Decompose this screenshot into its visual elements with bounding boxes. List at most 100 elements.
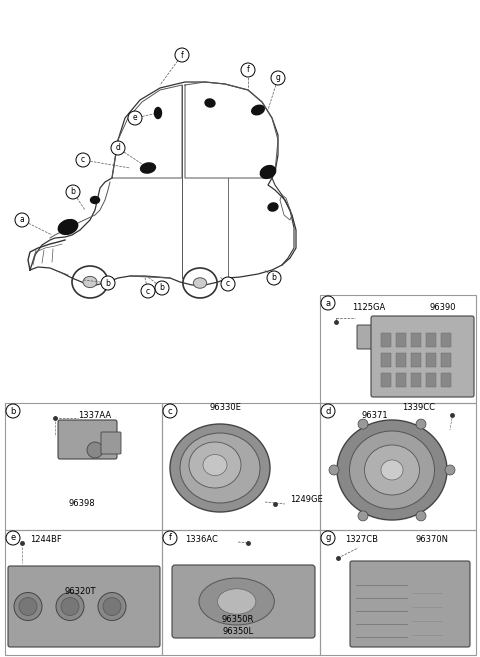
Bar [441,373,451,387]
Circle shape [175,48,189,62]
Bar [5,530,162,655]
Ellipse shape [203,455,227,476]
Circle shape [329,465,339,475]
Circle shape [101,276,115,290]
Bar [441,353,451,367]
Circle shape [111,141,125,155]
Circle shape [56,593,84,620]
Bar [426,333,436,347]
FancyBboxPatch shape [8,566,160,647]
Ellipse shape [217,589,256,614]
Circle shape [14,593,42,620]
Ellipse shape [189,442,241,488]
Bar [396,333,406,347]
Text: 96320T: 96320T [64,587,96,597]
Bar [320,295,476,403]
Circle shape [445,465,455,475]
Text: g: g [325,533,331,543]
FancyBboxPatch shape [172,565,315,638]
Text: 1125GA: 1125GA [352,304,385,313]
Bar [411,373,421,387]
Circle shape [155,281,169,295]
Circle shape [358,419,368,429]
Circle shape [6,531,20,545]
Text: f: f [180,51,183,60]
FancyBboxPatch shape [371,316,474,397]
Text: c: c [146,286,150,296]
Ellipse shape [205,99,215,107]
FancyBboxPatch shape [58,420,117,459]
Ellipse shape [364,445,420,495]
Text: d: d [116,143,120,152]
Ellipse shape [349,431,434,509]
Bar [320,403,476,530]
Bar [320,530,476,655]
Text: f: f [168,533,171,543]
Text: b: b [106,279,110,288]
Bar [441,333,451,347]
Text: 96371: 96371 [362,411,388,420]
Ellipse shape [199,578,275,625]
Ellipse shape [58,219,78,235]
Text: 1337AA: 1337AA [78,411,111,420]
Ellipse shape [83,277,97,288]
Circle shape [271,71,285,85]
Bar [162,403,320,530]
Text: e: e [132,114,137,122]
Circle shape [416,511,426,521]
Text: 96350R: 96350R [222,616,254,625]
Text: a: a [325,298,331,307]
Text: b: b [159,284,165,292]
Text: 1249GE: 1249GE [290,495,323,505]
Bar [426,353,436,367]
Circle shape [141,284,155,298]
Ellipse shape [260,166,276,179]
Text: g: g [276,74,280,83]
Circle shape [163,404,177,418]
Circle shape [61,597,79,616]
Text: 1339CC: 1339CC [402,403,435,411]
Bar [381,353,391,367]
Circle shape [241,63,255,77]
Ellipse shape [252,105,264,115]
Circle shape [103,597,121,616]
Circle shape [321,296,335,310]
Text: b: b [71,187,75,196]
Text: c: c [226,279,230,288]
Ellipse shape [180,433,260,503]
Text: b: b [10,407,16,415]
Circle shape [19,597,37,616]
Text: c: c [168,407,172,415]
Circle shape [66,185,80,199]
Text: 96370N: 96370N [415,535,448,545]
Ellipse shape [170,424,270,512]
Bar [396,353,406,367]
Circle shape [163,531,177,545]
Circle shape [128,111,142,125]
Circle shape [358,511,368,521]
Bar [411,353,421,367]
Text: e: e [11,533,16,543]
FancyBboxPatch shape [350,561,470,647]
FancyBboxPatch shape [101,432,121,454]
Bar [381,373,391,387]
Ellipse shape [381,460,403,480]
Circle shape [321,404,335,418]
Circle shape [267,271,281,285]
Text: 96350L: 96350L [222,627,253,637]
Bar [411,333,421,347]
Ellipse shape [155,108,161,118]
Bar [381,333,391,347]
Bar [426,373,436,387]
Circle shape [98,593,126,620]
Circle shape [15,213,29,227]
Bar [162,530,320,655]
Text: 96330E: 96330E [209,403,241,413]
Text: 1336AC: 1336AC [185,535,218,545]
Circle shape [321,531,335,545]
Ellipse shape [193,278,207,288]
Text: a: a [20,215,24,225]
Circle shape [221,277,235,291]
Text: d: d [325,407,331,415]
Circle shape [87,442,103,458]
